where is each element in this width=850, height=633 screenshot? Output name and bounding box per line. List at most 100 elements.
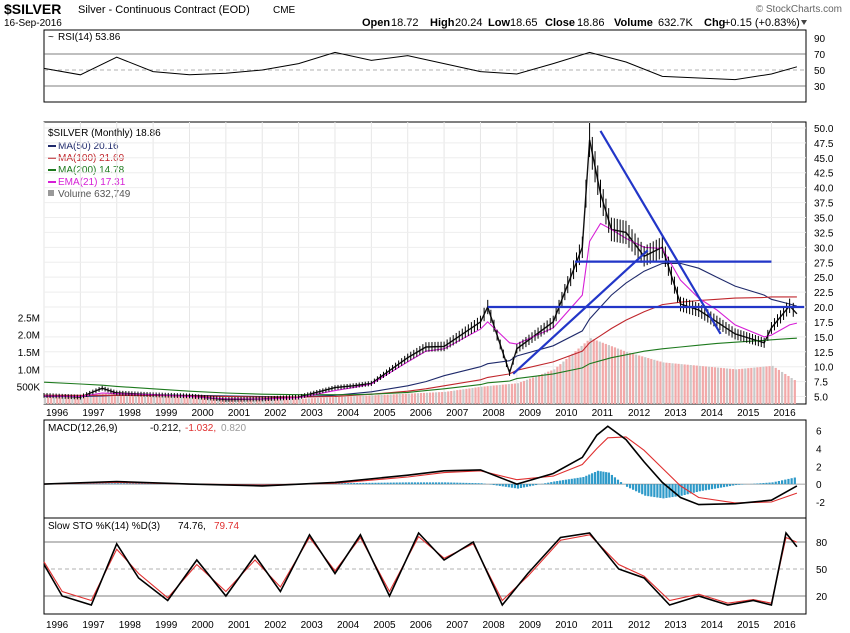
high-label: High: [430, 17, 455, 29]
volume-bar: [577, 348, 580, 404]
volume-bar: [350, 396, 353, 404]
volume-bar: [362, 395, 365, 404]
chevron-down-icon[interactable]: [801, 20, 807, 25]
volume-bar: [192, 397, 195, 404]
sto-x-tick: 2003: [301, 620, 324, 631]
macd-hist-bar: [647, 484, 650, 497]
volume-bar: [586, 340, 589, 404]
volume-bar: [787, 375, 790, 404]
macd-hist-bar: [380, 482, 383, 485]
sto-x-tick: 1999: [155, 620, 178, 631]
volume-bar: [793, 380, 796, 404]
volume-bar: [653, 359, 656, 404]
macd-hist-bar: [119, 483, 122, 485]
price-x-tick: 2016: [773, 408, 796, 419]
macd-hist-bar: [504, 484, 507, 487]
sto-x-tick: 2015: [737, 620, 760, 631]
volume-bar: [462, 389, 465, 404]
macd-hist-bar: [732, 484, 735, 486]
macd-hist-bar: [759, 483, 762, 485]
macd-hist-bar: [416, 482, 420, 485]
macd-hist-bar: [338, 483, 341, 485]
volume-bar: [89, 395, 92, 404]
volume-bar: [207, 397, 210, 404]
close-value: 18.86: [577, 17, 605, 29]
macd-hist-bar: [547, 482, 550, 485]
volume-bar: [632, 353, 635, 404]
volume-bar: [592, 339, 595, 404]
volume-bar: [68, 396, 71, 404]
sto-y-tick: 50: [816, 565, 828, 576]
volume-bar: [153, 395, 156, 404]
volume-bar: [304, 398, 307, 404]
volume-bar: [565, 358, 568, 404]
macd-legend-signal: -1.032,: [185, 423, 216, 434]
volume-bar: [253, 398, 256, 404]
volume-bar: [325, 397, 329, 404]
sto-x-tick: 2007: [446, 620, 469, 631]
volume-bar: [65, 395, 68, 404]
volume-bar: [607, 345, 610, 404]
macd-hist-bar: [462, 482, 465, 485]
macd-hist-bar: [128, 483, 132, 485]
volume-bar: [316, 397, 319, 404]
close-label: Close: [545, 17, 575, 29]
macd-hist-bar: [101, 483, 104, 485]
volume-bar: [483, 386, 486, 404]
macd-hist-bar: [453, 482, 456, 485]
volume-bar: [489, 385, 492, 404]
volume-bar: [47, 395, 50, 404]
macd-hist-bar: [695, 484, 698, 493]
volume-bar: [374, 395, 377, 404]
volume-bar: [116, 391, 119, 404]
macd-hist-bar: [104, 483, 107, 485]
macd-hist-bar: [579, 477, 582, 485]
volume-bar: [689, 365, 692, 404]
volume-bar: [104, 393, 107, 404]
volume-bar: [495, 385, 498, 404]
volume-bar: [247, 398, 250, 404]
ma50-line: [44, 262, 798, 398]
volume-bar: [635, 354, 638, 404]
macd-hist-bar: [86, 483, 89, 485]
volume-bar: [301, 398, 304, 404]
volume-bar: [562, 361, 565, 404]
sto-legend-k: 74.76,: [178, 521, 206, 532]
volume-bar: [59, 395, 62, 404]
macd-hist-bar: [774, 481, 777, 485]
macd-legend: MACD(12,26,9) -0.212, -1.032, 0.820: [48, 423, 246, 434]
macd-hist-bar: [362, 482, 365, 485]
rsi-y-tick: 70: [814, 50, 826, 61]
volume-bar: [198, 397, 201, 404]
macd-hist-bar: [665, 484, 668, 498]
macd-hist-bar: [738, 484, 741, 485]
volume-bar: [668, 362, 671, 404]
volume-bar: [598, 341, 601, 404]
volume-bar: [501, 384, 504, 404]
volume-bar: [719, 367, 723, 404]
volume-bar: [159, 395, 162, 404]
macd-line: [43, 425, 798, 506]
volume-bar: [256, 398, 259, 404]
volume-y-tick: 500K: [17, 383, 41, 394]
volume-bar: [428, 392, 432, 404]
volume-bar: [398, 394, 401, 404]
volume-bar: [538, 375, 541, 404]
sto-x-tick: 1996: [46, 620, 69, 631]
volume-bar: [331, 397, 335, 404]
sto-x-tick: 2009: [519, 620, 542, 631]
volume-bar: [356, 396, 359, 404]
volume-bar: [677, 363, 680, 404]
macd-hist-bar: [564, 479, 568, 485]
price-x-tick: 2001: [228, 408, 251, 419]
price-y-tick: 27.5: [814, 258, 834, 269]
volume-bar: [140, 394, 144, 404]
sto-x-tick: 2005: [373, 620, 396, 631]
price-x-tick: 2013: [664, 408, 687, 419]
macd-hist-bar: [471, 483, 474, 485]
macd-hist-bar: [610, 474, 614, 485]
macd-hist-bar: [613, 477, 617, 485]
macd-hist-bar: [450, 482, 453, 485]
volume-bar: [453, 390, 456, 404]
rsi-panel: [43, 29, 807, 103]
